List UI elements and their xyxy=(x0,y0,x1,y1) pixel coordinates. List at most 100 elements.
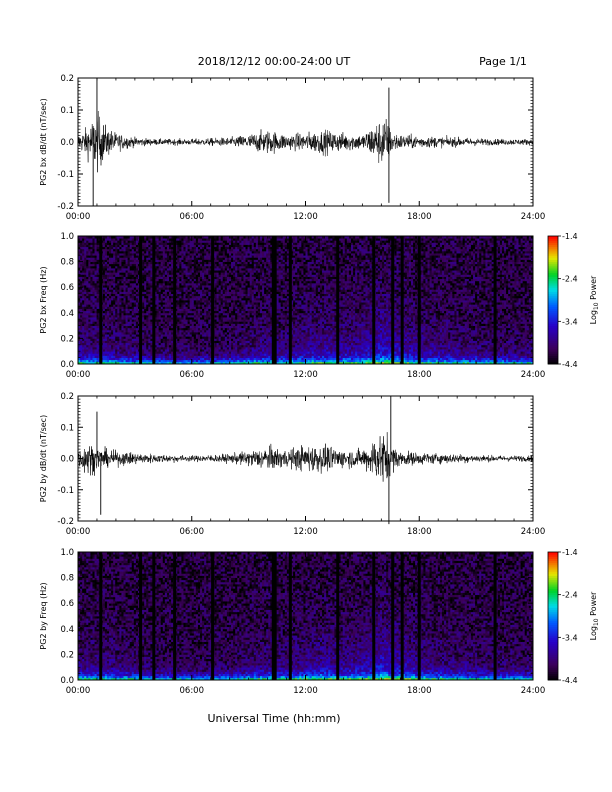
spectrogram-cell xyxy=(88,361,91,365)
spectrogram-cell xyxy=(80,257,83,260)
spectrogram-cell xyxy=(104,293,108,297)
spectrogram-cell xyxy=(115,353,118,356)
spectrogram-cell xyxy=(129,291,133,294)
spectrogram-cell xyxy=(94,261,98,265)
spectrogram-cell xyxy=(86,346,89,350)
spectrogram-cell xyxy=(94,323,98,326)
spectrogram-cell xyxy=(133,353,137,356)
spectrogram-cell xyxy=(129,242,133,245)
spectrogram-cell xyxy=(131,244,135,248)
spectrogram-cell xyxy=(84,238,87,241)
spectrogram-cell xyxy=(82,355,85,358)
spectrogram-cell xyxy=(111,342,114,346)
spectrogram-cell xyxy=(129,268,133,271)
spectrogram-cell xyxy=(84,346,87,350)
spectrogram-cell xyxy=(80,287,83,290)
spectrogram-cell xyxy=(133,317,137,320)
spectrogram-cell xyxy=(92,306,95,309)
spectrogram-cell xyxy=(80,274,83,277)
spectrogram-cell xyxy=(133,297,137,301)
spectrogram-cell xyxy=(109,327,112,331)
spectrogram-cell xyxy=(104,280,108,284)
spectrogram-cell xyxy=(106,351,110,354)
spectrogram-cell xyxy=(78,270,81,273)
spectrogram-cell xyxy=(117,327,120,331)
spectrogram-cell xyxy=(109,263,112,267)
spectrogram-cell xyxy=(106,291,110,294)
spectrogram-cell xyxy=(123,255,126,258)
spectrogram-cell xyxy=(92,238,95,241)
spectrogram-cell xyxy=(88,238,91,241)
spectrogram-cell xyxy=(125,342,129,346)
spectrogram-cell xyxy=(133,257,137,260)
spectrogram-cell xyxy=(127,248,131,252)
spectrogram-cell xyxy=(115,282,118,286)
spectrogram-cell xyxy=(127,242,131,245)
spectrogram-cell xyxy=(127,259,131,262)
spectrogram-cell xyxy=(123,236,126,239)
spectrogram-cell xyxy=(125,236,129,239)
spectrogram-cell xyxy=(115,238,118,241)
spectrogram-cell xyxy=(82,351,85,354)
spectrogram-cell xyxy=(131,327,135,331)
spectrogram-cell xyxy=(131,319,135,322)
spectrogram-cell xyxy=(115,293,118,297)
spectrogram-cell xyxy=(125,359,129,363)
spectrogram-cell xyxy=(104,263,108,267)
spectrogram-cell xyxy=(111,257,114,260)
spectrogram-cell xyxy=(113,268,116,271)
spectrogram-cell xyxy=(96,265,100,269)
spectrogram-cell xyxy=(133,340,137,344)
spectrogram-cell xyxy=(106,323,110,326)
spectrogram-cell xyxy=(86,280,89,284)
spectrogram-cell xyxy=(121,276,124,280)
spectrogram-cell xyxy=(94,359,98,363)
spectrogram-cell xyxy=(131,259,135,262)
spectrogram-cell xyxy=(82,314,85,318)
spectrogram-cell xyxy=(92,355,95,358)
spectrogram-cell xyxy=(131,295,135,299)
spectrogram-cell xyxy=(78,359,81,363)
spectrogram-cell xyxy=(90,317,93,320)
spectrogram-cell xyxy=(123,304,126,307)
spectrogram-cell xyxy=(78,236,81,239)
spectrogram-cell xyxy=(127,351,131,354)
spectrogram-cell xyxy=(82,282,85,286)
spectrogram-cell xyxy=(115,336,118,339)
spectrogram-cell xyxy=(90,319,93,322)
spectrogram-cell xyxy=(127,323,131,326)
spectrogram-cell xyxy=(131,278,135,282)
spectrogram-cell xyxy=(92,270,95,273)
spectrogram-cell xyxy=(102,306,106,309)
spectrogram-cell xyxy=(90,308,93,312)
spectrogram-cell xyxy=(90,357,93,361)
spectrogram-cell xyxy=(111,353,114,356)
spectrogram-cell xyxy=(102,332,106,335)
spectrogram-cell xyxy=(94,300,98,303)
spectrogram-cell xyxy=(113,321,116,324)
spectrogram-cell xyxy=(129,285,133,288)
spectrogram-cell xyxy=(123,263,126,267)
spectrogram-cell xyxy=(121,304,124,307)
spectrogram-cell xyxy=(123,287,126,290)
spectrogram-cell xyxy=(86,272,89,275)
spectrogram-cell xyxy=(78,329,81,333)
spectrogram-cell xyxy=(115,312,118,316)
spectrogram-cell xyxy=(104,240,108,243)
spectrogram-cell xyxy=(82,287,85,290)
spectrogram-cell xyxy=(111,314,114,318)
spectrogram-cell xyxy=(86,261,89,265)
spectrogram-cell xyxy=(109,278,112,282)
spectrogram-cell xyxy=(92,244,95,248)
spectrogram-cell xyxy=(106,310,110,314)
spectrogram-cell xyxy=(78,289,81,292)
spectrogram-cell xyxy=(82,302,85,305)
spectrogram-cell xyxy=(129,300,133,303)
spectrogram-cell xyxy=(117,268,120,271)
spectrogram-cell xyxy=(106,342,110,346)
spectrogram-cell xyxy=(131,302,135,305)
spectrogram-cell xyxy=(121,274,124,277)
spectrogram-cell xyxy=(94,248,98,252)
spectrogram-cell xyxy=(127,338,131,341)
spectrogram-cell xyxy=(111,325,114,329)
